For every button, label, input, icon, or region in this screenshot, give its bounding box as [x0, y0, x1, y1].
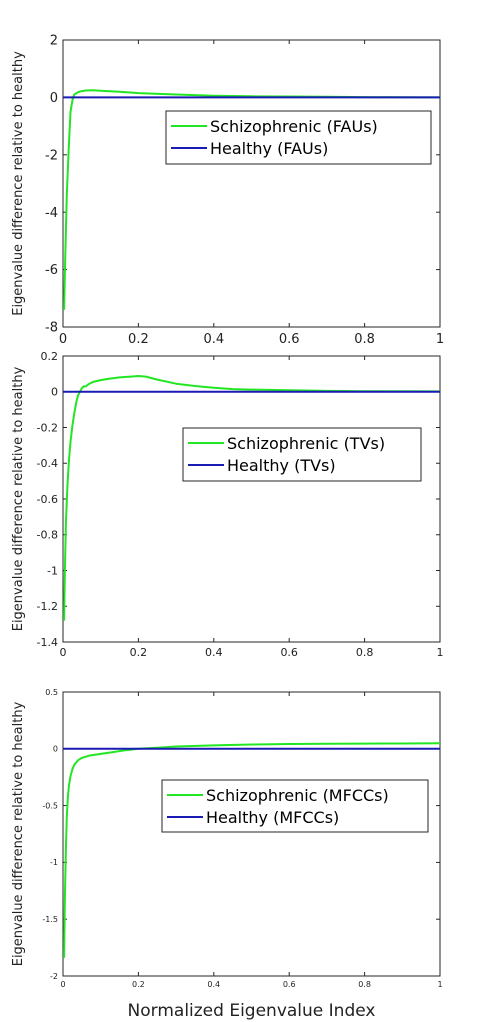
legend: Schizophrenic (MFCCs) Healthy (MFCCs): [161, 779, 429, 833]
x-tick-label: 0.4: [203, 332, 224, 347]
x-tick-label: 0.2: [128, 332, 149, 347]
x-tick-label: 0.4: [205, 646, 223, 659]
x-tick-label: 0.6: [280, 646, 298, 659]
y-tick-label: -4: [45, 206, 58, 221]
legend-box: [182, 427, 422, 482]
series-line-schizophrenic: [63, 742, 440, 958]
legend-entry-label: Healthy (TVs): [227, 456, 336, 475]
x-tick-label: 0: [60, 980, 65, 989]
chart-3: 0 0.2 0.4 0.6 0.8 1 -2 -1.5 -1 -0.5 0 0.5 Eigenvalue…: [11, 688, 443, 1021]
y-tick-label: 2: [50, 34, 58, 49]
x-tick-label: 0.8: [358, 980, 371, 989]
legend-entry-label: Schizophrenic (TVs): [227, 434, 385, 453]
x-tick-label: 1: [437, 980, 442, 989]
plot-area: [62, 39, 441, 328]
y-axis-label: Eigenvalue difference relative to health…: [11, 701, 26, 966]
x-tick-label: 0.8: [356, 646, 374, 659]
y-tick-label: -1.5: [42, 915, 58, 924]
x-tick-label: 0.6: [283, 980, 296, 989]
y-tick-label: -0.4: [37, 457, 58, 470]
legend: Schizophrenic (TVs) Healthy (TVs): [182, 427, 422, 482]
x-tick-label: 0.2: [130, 646, 148, 659]
x-tick-label: 1: [436, 332, 444, 347]
legend-entry-label: Schizophrenic (MFCCs): [206, 786, 389, 805]
x-tick-label: 0.8: [354, 332, 375, 347]
y-tick-label: 0: [50, 91, 58, 106]
y-tick-label: -1.4: [37, 636, 58, 649]
chart-2: 0 0.2 0.4 0.6 0.8 1 -1.4 -1.2 -1 -0.8 -0.6 -0.4 -0.2…: [11, 350, 444, 659]
plot-area: [62, 355, 441, 643]
legend-box: [161, 779, 429, 833]
legend-entry-label: Schizophrenic (FAUs): [210, 117, 378, 136]
series-line-schizophrenic: [63, 375, 440, 621]
y-tick-label: 0.2: [41, 350, 59, 363]
y-tick-label: -1.2: [37, 600, 58, 613]
legend-entry-label: Healthy (FAUs): [210, 139, 328, 158]
y-tick-label: -6: [45, 263, 58, 278]
x-tick-label: 0.6: [279, 332, 300, 347]
x-axis-label: Normalized Eigenvalue Index: [128, 1001, 376, 1021]
legend: Schizophrenic (FAUs) Healthy (FAUs): [165, 110, 432, 165]
y-axis-label: Eigenvalue difference relative to health…: [11, 366, 26, 631]
x-tick-label: 0: [59, 332, 67, 347]
y-tick-label: 0: [53, 745, 58, 754]
y-tick-label: -0.2: [37, 421, 58, 434]
legend-entry-label: Healthy (MFCCs): [206, 808, 339, 827]
y-tick-label: -8: [45, 321, 58, 336]
plot-area: [62, 691, 441, 977]
y-axis-label: Eigenvalue difference relative to health…: [11, 51, 26, 316]
y-tick-label: -0.6: [37, 493, 58, 506]
y-tick-label: -2: [45, 148, 58, 163]
y-tick-label: -1: [50, 858, 58, 867]
y-tick-label: 0: [51, 386, 58, 399]
chart-1: 0 0.2 0.4 0.6 0.8 1 -8 -6 -4 -2 0 2 Eigenvalue diffe…: [11, 34, 444, 347]
y-tick-label: 0.5: [45, 688, 58, 697]
y-tick-label: -0.8: [37, 529, 58, 542]
x-tick-label: 0.4: [207, 980, 220, 989]
x-tick-label: 0.2: [132, 980, 145, 989]
x-tick-label: 0: [60, 646, 67, 659]
x-tick-label: 1: [437, 646, 444, 659]
legend-box: [165, 110, 432, 165]
y-tick-label: -0.5: [42, 801, 58, 810]
y-tick-label: -2: [50, 972, 58, 981]
y-tick-label: -1: [47, 564, 58, 577]
